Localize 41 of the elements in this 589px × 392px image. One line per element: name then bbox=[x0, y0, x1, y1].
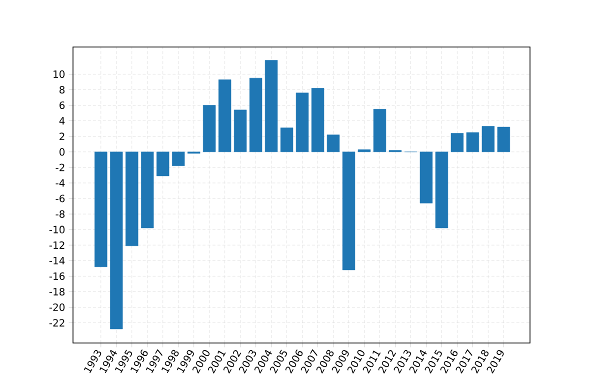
bar bbox=[342, 152, 356, 270]
y-tick-label: -22 bbox=[49, 319, 64, 327]
bar bbox=[234, 110, 247, 152]
bar bbox=[156, 152, 170, 176]
bar bbox=[326, 134, 340, 152]
y-tick-label: -4 bbox=[56, 179, 65, 187]
bar bbox=[466, 132, 480, 152]
bar bbox=[249, 78, 262, 152]
bar bbox=[264, 60, 278, 152]
bar bbox=[202, 105, 216, 152]
bar bbox=[110, 152, 123, 330]
bar bbox=[373, 109, 386, 152]
y-tick-label: -14 bbox=[49, 256, 65, 264]
bar bbox=[218, 79, 232, 152]
bar bbox=[141, 152, 154, 228]
bar bbox=[311, 88, 324, 152]
y-tick-label: -12 bbox=[49, 241, 64, 249]
y-tick-label: -20 bbox=[49, 303, 65, 312]
bar bbox=[420, 152, 433, 204]
y-tick-label: -10 bbox=[49, 226, 65, 234]
bar bbox=[126, 152, 138, 246]
y-tick-label: -8 bbox=[56, 210, 65, 218]
bar bbox=[450, 133, 464, 152]
y-tick-label: -2 bbox=[56, 164, 64, 172]
bar bbox=[172, 152, 185, 166]
y-tick-label: -18 bbox=[49, 288, 65, 296]
y-tick-label: 6 bbox=[60, 101, 65, 110]
bar bbox=[296, 92, 309, 152]
bar bbox=[497, 126, 510, 152]
y-tick-label: 8 bbox=[60, 86, 65, 94]
bar bbox=[94, 152, 108, 268]
y-tick-label: 0 bbox=[60, 148, 65, 156]
y-tick-label: -16 bbox=[49, 272, 65, 280]
y-tick-label: -6 bbox=[56, 194, 65, 202]
y-tick-label: 4 bbox=[59, 117, 65, 124]
bar bbox=[280, 128, 294, 152]
bar bbox=[482, 126, 495, 152]
bar bbox=[435, 152, 448, 228]
y-tick-label: 10 bbox=[54, 70, 65, 78]
y-tick-label: 2 bbox=[60, 132, 64, 140]
bar bbox=[358, 149, 371, 152]
